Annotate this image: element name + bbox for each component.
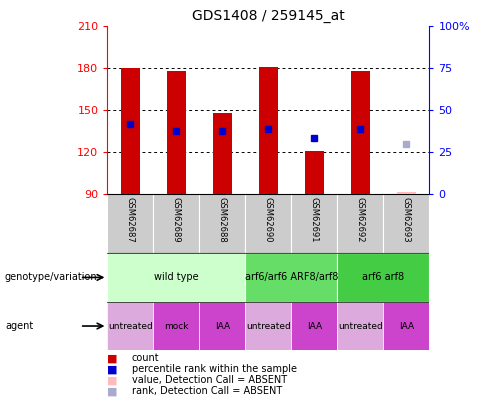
Bar: [259, 67, 278, 194]
Bar: [305, 151, 324, 194]
Text: IAA: IAA: [399, 322, 414, 330]
Bar: [337, 253, 429, 302]
Text: GSM62691: GSM62691: [310, 197, 319, 243]
Bar: [200, 194, 245, 253]
Title: GDS1408 / 259145_at: GDS1408 / 259145_at: [192, 9, 345, 23]
Text: IAA: IAA: [307, 322, 322, 330]
Bar: [107, 194, 153, 253]
Bar: [291, 194, 337, 253]
Bar: [384, 194, 429, 253]
Text: GSM62688: GSM62688: [218, 197, 227, 243]
Bar: [351, 71, 369, 194]
Text: GSM62689: GSM62689: [172, 197, 181, 243]
Text: GSM62692: GSM62692: [356, 197, 365, 243]
Text: genotype/variation: genotype/variation: [5, 273, 98, 282]
Text: untreated: untreated: [246, 322, 291, 330]
Text: count: count: [132, 354, 160, 363]
Bar: [107, 253, 245, 302]
Text: IAA: IAA: [215, 322, 230, 330]
Bar: [245, 302, 291, 350]
Text: ■: ■: [107, 386, 118, 396]
Text: ■: ■: [107, 354, 118, 363]
Text: GSM62693: GSM62693: [402, 197, 411, 243]
Text: value, Detection Call = ABSENT: value, Detection Call = ABSENT: [132, 375, 287, 385]
Bar: [397, 192, 416, 194]
Text: rank, Detection Call = ABSENT: rank, Detection Call = ABSENT: [132, 386, 282, 396]
Text: untreated: untreated: [108, 322, 153, 330]
Text: wild type: wild type: [154, 273, 199, 282]
Text: GSM62687: GSM62687: [126, 197, 135, 243]
Bar: [107, 302, 153, 350]
Bar: [121, 68, 140, 194]
Bar: [245, 253, 337, 302]
Bar: [245, 194, 291, 253]
Text: untreated: untreated: [338, 322, 383, 330]
Text: ■: ■: [107, 375, 118, 385]
Text: arf6/arf6 ARF8/arf8: arf6/arf6 ARF8/arf8: [244, 273, 338, 282]
Text: agent: agent: [5, 321, 33, 331]
Bar: [213, 113, 232, 194]
Bar: [200, 302, 245, 350]
Bar: [167, 71, 185, 194]
Bar: [384, 302, 429, 350]
Text: ■: ■: [107, 364, 118, 374]
Bar: [337, 194, 384, 253]
Text: arf6 arf8: arf6 arf8: [363, 273, 405, 282]
Text: GSM62690: GSM62690: [264, 197, 273, 243]
Bar: [291, 302, 337, 350]
Text: percentile rank within the sample: percentile rank within the sample: [132, 364, 297, 374]
Bar: [153, 194, 200, 253]
Text: mock: mock: [164, 322, 189, 330]
Bar: [337, 302, 384, 350]
Bar: [153, 302, 200, 350]
